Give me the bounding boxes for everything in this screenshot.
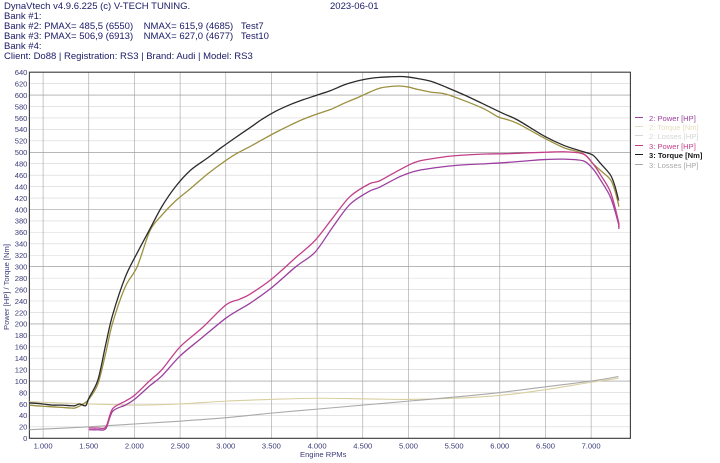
svg-text:260: 260 [15,285,28,294]
svg-text:480: 480 [15,160,28,169]
svg-text:360: 360 [15,228,28,237]
svg-text:6.500: 6.500 [536,441,555,450]
svg-text:7.000: 7.000 [582,441,601,450]
svg-text:40: 40 [19,411,27,420]
svg-text:400: 400 [15,205,28,214]
svg-text:5.500: 5.500 [445,441,464,450]
svg-text:6.000: 6.000 [490,441,509,450]
svg-text:4.500: 4.500 [353,441,372,450]
svg-text:2.500: 2.500 [171,441,190,450]
svg-text:5.000: 5.000 [399,441,418,450]
svg-text:440: 440 [15,182,28,191]
svg-text:240: 240 [15,297,28,306]
svg-text:160: 160 [15,343,28,352]
svg-text:620: 620 [15,79,28,88]
svg-text:20: 20 [19,423,27,432]
svg-text:420: 420 [15,194,28,203]
svg-text:540: 540 [15,125,28,134]
svg-text:80: 80 [19,388,27,397]
svg-text:580: 580 [15,102,28,111]
svg-text:1.500: 1.500 [79,441,98,450]
svg-text:2.000: 2.000 [125,441,144,450]
svg-text:600: 600 [15,91,28,100]
svg-text:300: 300 [15,263,28,272]
svg-text:200: 200 [15,320,28,329]
svg-text:1.000: 1.000 [34,441,53,450]
svg-text:100: 100 [15,377,28,386]
svg-text:340: 340 [15,240,28,249]
svg-text:320: 320 [15,251,28,260]
svg-text:140: 140 [15,354,28,363]
svg-text:520: 520 [15,137,28,146]
svg-text:560: 560 [15,114,28,123]
svg-text:500: 500 [15,148,28,157]
svg-text:3.500: 3.500 [262,441,281,450]
svg-text:60: 60 [19,400,27,409]
svg-text:460: 460 [15,171,28,180]
svg-text:3.000: 3.000 [216,441,235,450]
svg-text:180: 180 [15,331,28,340]
svg-text:380: 380 [15,217,28,226]
svg-text:0: 0 [23,434,27,443]
svg-text:4.000: 4.000 [308,441,327,450]
svg-text:280: 280 [15,274,28,283]
svg-text:120: 120 [15,366,28,375]
svg-text:640: 640 [15,68,28,77]
svg-text:220: 220 [15,308,28,317]
